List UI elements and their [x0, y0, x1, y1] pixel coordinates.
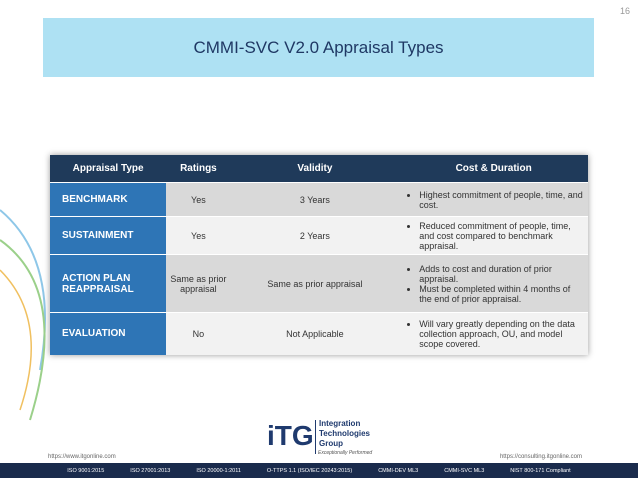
bullet-list: Adds to cost and duration of prior appra… [403, 264, 584, 304]
company-line: Group [319, 439, 343, 448]
cost-duration: Will vary greatly depending on the data … [399, 312, 588, 355]
appraisal-type: SUSTAINMENT [50, 216, 167, 255]
company-line: Technologies [319, 429, 370, 438]
header-row: Appraisal Type Ratings Validity Cost & Dura… [50, 155, 588, 183]
tagline: Exceptionally Performed [318, 450, 373, 456]
certification: ISO 27001:2013 [130, 467, 171, 474]
cost-duration: Adds to cost and duration of prior appra… [399, 254, 588, 313]
table-row: ACTION PLAN REAPPRAISAL Same as prior app… [50, 254, 588, 313]
logo: iTG [267, 420, 314, 451]
company-line: Integration [319, 419, 361, 428]
appraisal-type: ACTION PLAN REAPPRAISAL [50, 254, 167, 313]
ratings: Yes [166, 182, 231, 217]
bullet: Must be completed within 4 months of the… [419, 284, 584, 304]
ratings: Yes [166, 216, 231, 255]
certification: CMMI-DEV ML3 [378, 467, 419, 474]
url[interactable]: https://www.itgonline.com [48, 454, 116, 460]
bullet: Adds to cost and duration of prior appra… [419, 264, 584, 284]
validity: 2 Years [230, 216, 400, 255]
ratings: No [166, 312, 231, 355]
page-number: 16 [619, 6, 630, 16]
bullet-list: Will vary greatly depending on the data … [403, 319, 584, 349]
appraisal-table: Appraisal Type Ratings Validity Cost & Dura… [50, 155, 588, 355]
bullet: Will vary greatly depending on the data … [419, 319, 584, 349]
column-header: Appraisal Type [50, 155, 167, 183]
decoration [0, 209, 46, 421]
certification-bar: ISO 9001:2015 ISO 27001:2013 ISO 20000-1:2… [0, 463, 638, 478]
slide-title: CMMI-SVC V2.0 Appraisal Types [193, 38, 444, 57]
cost-duration: Reduced commitment of people, time, and … [399, 216, 588, 255]
validity: Not Applicable [230, 312, 400, 355]
ratings: Same as prior appraisal [166, 254, 231, 313]
column-header: Cost & Duration [399, 155, 588, 183]
appraisal-type: EVALUATION [50, 312, 167, 355]
divider [315, 420, 316, 454]
validity: Same as prior appraisal [230, 254, 400, 313]
cost-duration: Highest commitment of people, time, and … [399, 182, 588, 217]
certification: ISO 20000-1:2011 [196, 467, 241, 474]
title-banner: CMMI-SVC V2.0 Appraisal Types [43, 18, 594, 77]
certification: ISO 9001:2015 [67, 467, 105, 474]
certification: O-TTPS 1.1 (ISO/IEC 20243:2015) [266, 467, 353, 474]
validity: 3 Years [230, 182, 400, 217]
column-header: Validity [230, 155, 400, 183]
certification: NIST 800-171 Compliant [510, 467, 571, 474]
appraisal-type: BENCHMARK [50, 182, 167, 217]
column-header: Ratings [166, 155, 231, 183]
bullet-list: Reduced commitment of people, time, and … [403, 221, 584, 251]
company-name: Integration Technologies Group [319, 419, 370, 449]
bullet-list: Highest commitment of people, time, and … [403, 190, 584, 210]
bullet: Reduced commitment of people, time, and … [419, 221, 584, 251]
bullet: Highest commitment of people, time, and … [419, 190, 584, 210]
url[interactable]: https://consulting.itgonline.com [499, 454, 582, 460]
certification: CMMI-SVC ML3 [444, 467, 485, 474]
